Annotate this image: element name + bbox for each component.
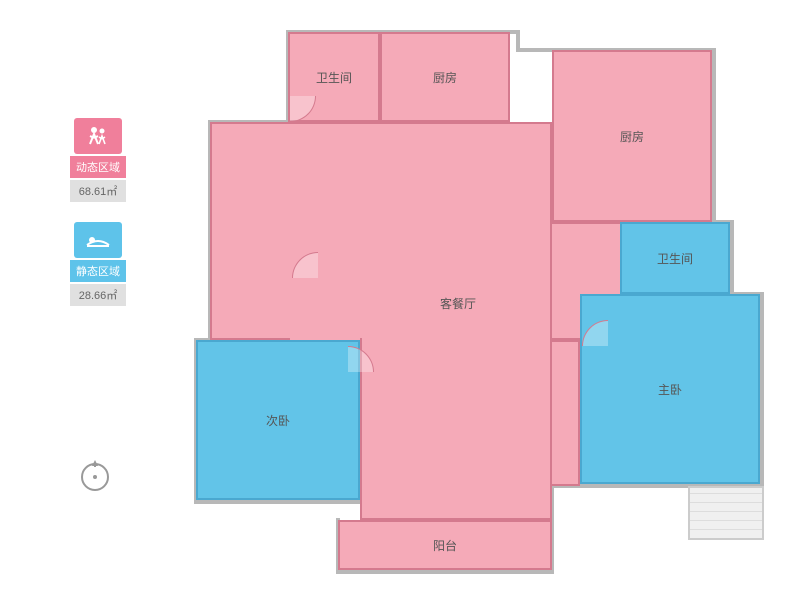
room-label-balcony: 阳台 (433, 537, 457, 554)
room-label-master: 主卧 (658, 381, 682, 398)
room-label-living: 客餐厅 (440, 297, 476, 311)
room-kitchen1: 厨房 (380, 32, 510, 122)
outline (760, 292, 764, 486)
room-bathroom2: 卫生间 (620, 222, 730, 294)
dynamic-icon (74, 118, 122, 154)
living-label-pos: 客餐厅 (440, 295, 476, 313)
floorplan: 客餐厅 卫生间 厨房 厨房 卫生间 主卧 次卧 阳台 (190, 20, 780, 580)
sleep-icon (85, 231, 111, 249)
legend-static: 静态区域 28.66㎡ (68, 222, 128, 306)
room-label-kitchen1: 厨房 (433, 69, 457, 86)
outline (194, 500, 362, 504)
room-label-kitchen2: 厨房 (620, 128, 644, 145)
room-living-lower (360, 338, 552, 520)
static-value: 28.66㎡ (70, 284, 126, 306)
static-icon (74, 222, 122, 258)
room-label-bathroom1: 卫生间 (316, 69, 352, 86)
room-label-second: 次卧 (266, 412, 290, 429)
room-living-bridge (552, 340, 580, 486)
outline (730, 220, 734, 296)
dynamic-label: 动态区域 (70, 156, 126, 178)
balcony-tile (688, 486, 764, 540)
people-icon (86, 126, 110, 146)
outline (712, 48, 716, 224)
room-second: 次卧 (196, 340, 360, 500)
room-balcony: 阳台 (338, 520, 552, 570)
room-label-bathroom2: 卫生间 (657, 250, 693, 267)
room-living-upper (288, 122, 552, 340)
room-kitchen2: 厨房 (552, 50, 712, 222)
outline (516, 48, 554, 52)
outline (336, 570, 554, 574)
legend-dynamic: 动态区域 68.61㎡ (68, 118, 128, 202)
dynamic-value: 68.61㎡ (70, 180, 126, 202)
legend-panel: 动态区域 68.61㎡ 静态区域 28.66㎡ (68, 118, 128, 326)
compass-icon (75, 455, 115, 495)
static-label: 静态区域 (70, 260, 126, 282)
room-living-left (210, 122, 290, 340)
